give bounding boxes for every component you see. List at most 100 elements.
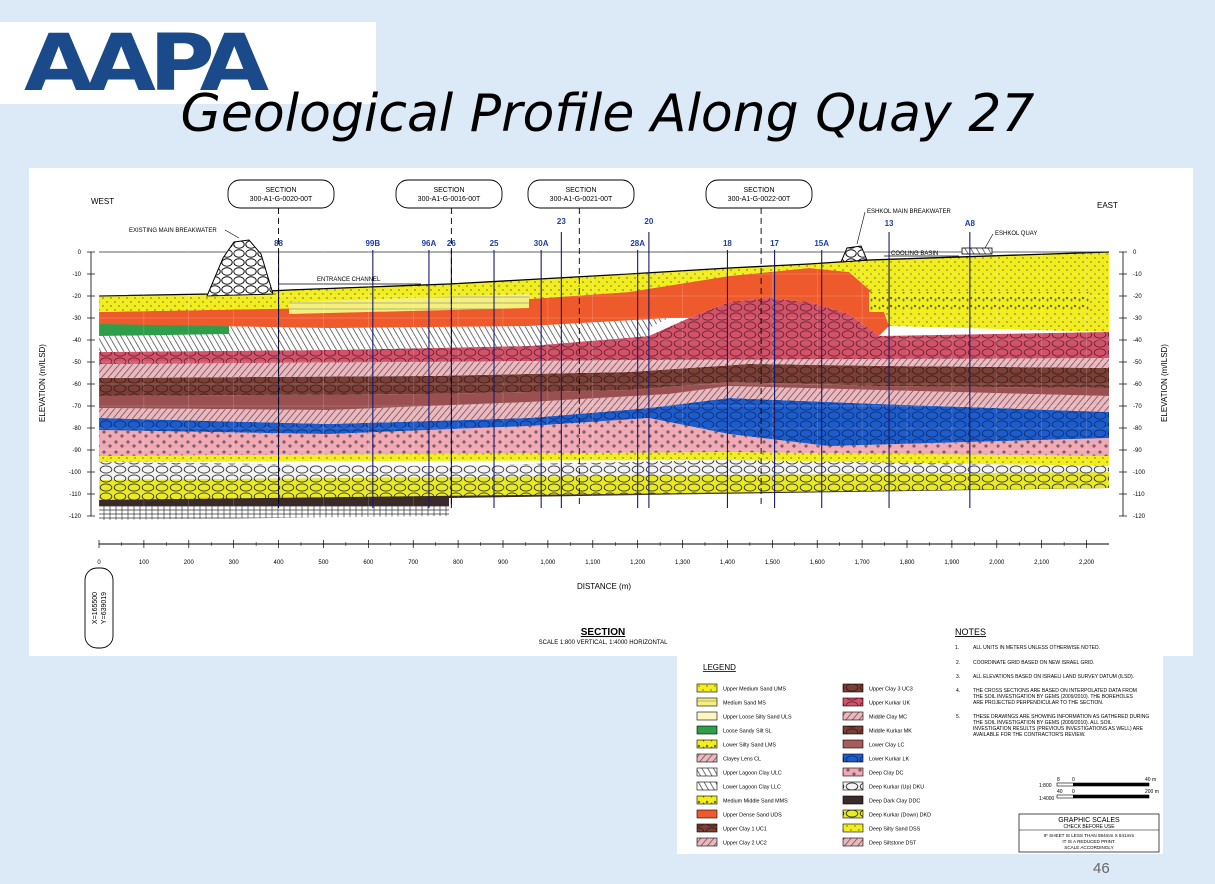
y-tick-label-left: -90: [72, 448, 81, 454]
coord-x: X=165500: [92, 592, 99, 624]
layer-upper-kurkar: [99, 298, 1109, 364]
x-tick-label: 300: [229, 560, 240, 566]
legend-label: Upper Clay 3 UC3: [869, 687, 913, 693]
layer-upper-medium-sand: [99, 252, 1109, 332]
h-scale-right: 200 m: [1145, 789, 1159, 795]
note-line: ARE PROJECTED PERPENDICULAR TO THE SECTI…: [973, 700, 1103, 706]
legend-swatch: [696, 725, 718, 735]
elevation-axis-right: 0 -10 -20 -30 -40 -50 -60 -70 -80 -90 -100 -110 -120: [1119, 250, 1146, 520]
eshkol-quay-structure: [961, 247, 993, 255]
legend-swatch: [842, 711, 864, 721]
legend-swatch: [842, 781, 864, 791]
legend-swatch: [696, 711, 718, 721]
existing-breakwater-label: EXISTING MAIN BREAKWATER: [129, 228, 217, 234]
section-callout-box: [527, 179, 635, 209]
layer-deep-clay: [99, 418, 1109, 456]
y-tick-label-left: -120: [69, 514, 82, 520]
distance-axis: 0 100 200 300 400 500 600 700 800 900 1,000 1,100 1,…: [97, 252, 1095, 566]
legend-swatch: [842, 753, 864, 763]
note-line: THE SOIL INVESTIGATION BY GEMS (2009/201…: [973, 720, 1112, 726]
profile-panel: 0 -10 -20 -30 -40 -50 -60 -70 -80 -90 -100 -110 -120…: [29, 168, 1193, 656]
logo-panel: AAPA: [0, 22, 376, 104]
scale-warning-2: IT IS A REDUCED PRINT.: [1062, 839, 1115, 844]
legend-swatch: [696, 697, 718, 707]
legend-label: Lower Silty Sand LMS: [723, 743, 776, 749]
y-tick-label-right: -50: [1133, 360, 1142, 366]
legend-label: Middle Kurkar MK: [869, 729, 912, 735]
layer-mms: [869, 292, 1089, 312]
geological-profile-diagram: 0-10-20-30-40-50-60-70-80-90-100-110-120…: [38, 179, 1169, 651]
x-tick-label: 2,000: [989, 560, 1005, 566]
section-callout-line2: 300-A1-G-0020-00T: [250, 196, 313, 203]
section-callout: SECTION 300-A1-G-0021-00T: [527, 179, 635, 508]
section-callout-box: [395, 179, 503, 209]
legend-label: Middle Clay MC: [869, 715, 907, 721]
y-axis-label-right: ELEVATION (m/ILSD): [1160, 344, 1169, 422]
note-line: THE CROSS SECTIONS ARE BASED ON INTERPOL…: [973, 688, 1137, 694]
legend-item: Upper Lagoon Clay ULC: [696, 767, 782, 777]
legend-label: Deep Silty Sand DSS: [869, 827, 921, 833]
x-tick-label: 500: [318, 560, 329, 566]
section-callout: SECTION 300-A1-G-0022-00T: [705, 179, 813, 508]
x-tick-label: 1,000: [540, 560, 556, 566]
x-tick-label: 700: [408, 560, 419, 566]
legend-label: Upper Kurkar UK: [869, 701, 910, 707]
eshkol-breakwater-leader: [856, 211, 866, 245]
legend-item: Middle Kurkar MK: [842, 725, 912, 735]
legend-label: Upper Clay 1 UC1: [723, 827, 767, 833]
x-tick-label: 1,500: [765, 560, 781, 566]
note-line: INVESTIGATION RESULTS (PREVIOUS INVESTIG…: [973, 726, 1144, 732]
coord-y: Y=639019: [101, 592, 108, 624]
v-scale-mid: 0: [1072, 777, 1075, 783]
note-line: COORDINATE GRID BASED ON NEW ISRAEL GRID…: [973, 660, 1094, 666]
legend-swatch: [842, 697, 864, 707]
section-callout-line1: SECTION: [433, 187, 464, 194]
note-line: THESE DRAWINGS ARE SHOWING INFORMATION A…: [973, 714, 1149, 720]
x-tick-label: 1,100: [585, 560, 601, 566]
legend-label: Medium Middle Sand MMS: [723, 799, 788, 805]
scale-warning-3: SCALE ACCORDINGLY: [1064, 845, 1113, 850]
legend-swatch: [842, 823, 864, 833]
y-tick-label-right: -100: [1133, 470, 1146, 476]
borehole-label: 99B: [365, 239, 380, 248]
x-tick-label: 1,800: [899, 560, 915, 566]
y-axis-label-left: ELEVATION (m/ILSD): [38, 344, 47, 422]
legend-swatch: [842, 739, 864, 749]
x-tick-label: 1,700: [855, 560, 871, 566]
x-tick-label: 1,300: [675, 560, 691, 566]
legend-item: Deep Clay DC: [842, 767, 904, 777]
coordinate-box: [84, 567, 114, 649]
legend-swatch: [696, 683, 718, 693]
legend-item: Deep Siltstone DST: [842, 837, 917, 847]
x-tick-label: 0: [97, 560, 101, 566]
borehole-label: 13: [885, 219, 894, 228]
layer-deep-siltstone: [99, 506, 449, 520]
legend-label: Deep Siltstone DST: [869, 841, 917, 847]
legend-swatch: [842, 795, 864, 805]
v-scale-ratio: 1:800: [1039, 783, 1052, 789]
page-number: 46: [1093, 860, 1110, 877]
eshkol-breakwater: [840, 245, 868, 263]
y-tick-label-right: -120: [1133, 514, 1146, 520]
legend-swatch: [696, 837, 718, 847]
borehole-label: 30A: [534, 239, 549, 248]
legend-label: Deep Dark Clay DDC: [869, 799, 920, 805]
legend-items: Upper Medium Sand UMS Medium Sand MS Upper…: [696, 683, 931, 847]
note-line: ALL ELEVATIONS BASED ON ISRAELI LAND SUR…: [973, 674, 1134, 680]
x-axis-label: DISTANCE (m): [577, 582, 631, 591]
note-line: THE SOIL INVESTIGATION BY GEMS (2009/201…: [973, 694, 1134, 700]
borehole-label: 25: [490, 239, 499, 248]
elevation-axis-left: 0 -10 -20 -30 -40 -50 -60 -70 -80 -90 -100 -110 -120: [69, 250, 1109, 520]
legend-item: Medium Sand MS: [696, 697, 766, 707]
v-scale-right: 40 m: [1145, 777, 1156, 783]
note-number: 1.: [955, 645, 959, 651]
legend-label: Upper Dense Sand UDS: [723, 813, 782, 819]
legend-swatch: [696, 823, 718, 833]
legend-swatch: [842, 725, 864, 735]
y-tick-label-left: -110: [69, 492, 81, 498]
y-tick-label-right: -70: [1133, 404, 1142, 410]
y-tick-label-right: 0: [1133, 250, 1137, 256]
section-scale: SCALE 1:800 VERTICAL, 1:4000 HORIZONTAL: [539, 640, 668, 646]
slide-title: Geological Profile Along Quay 27: [180, 84, 1035, 144]
legend-label: Upper Lagoon Clay ULC: [723, 771, 782, 777]
